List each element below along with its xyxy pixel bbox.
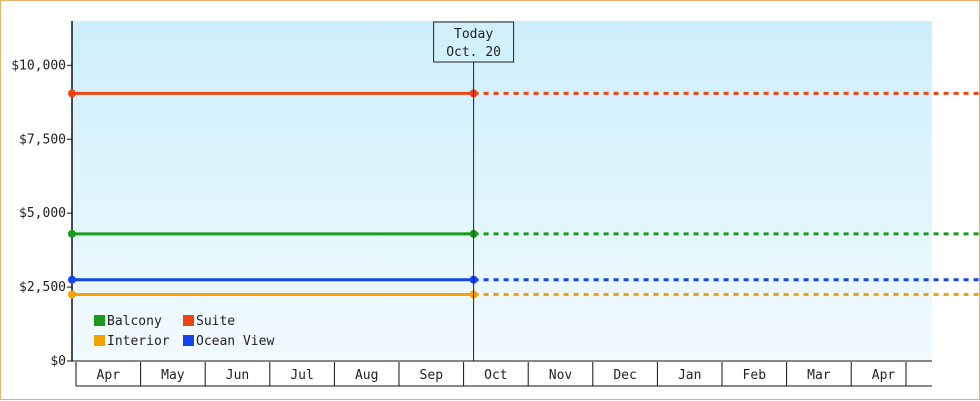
month-label-6: Oct bbox=[484, 368, 507, 383]
legend-swatch-interior bbox=[94, 335, 105, 346]
y-tick-label-2: $5,000 bbox=[19, 206, 66, 221]
month-label-12: Apr bbox=[872, 368, 896, 383]
series-point-start-suite bbox=[68, 89, 76, 98]
legend-label-suite: Suite bbox=[196, 314, 235, 329]
month-label-2: Jun bbox=[226, 368, 249, 383]
series-point-start-ocean-view bbox=[68, 275, 76, 284]
legend-swatch-suite bbox=[183, 315, 194, 326]
legend-label-interior: Interior bbox=[107, 334, 170, 349]
month-label-9: Jan bbox=[678, 368, 701, 383]
plot-area bbox=[72, 21, 932, 361]
y-tick-label-4: $10,000 bbox=[11, 58, 66, 73]
month-label-3: Jul bbox=[290, 368, 313, 383]
today-label: Today bbox=[454, 27, 493, 42]
month-label-0: Apr bbox=[97, 368, 121, 383]
legend-label-ocean-view: Ocean View bbox=[196, 334, 274, 349]
today-date: Oct. 20 bbox=[446, 45, 501, 60]
month-label-10: Feb bbox=[743, 368, 767, 383]
month-label-11: Mar bbox=[807, 368, 831, 383]
month-label-7: Nov bbox=[549, 368, 573, 383]
legend-label-balcony: Balcony bbox=[107, 314, 162, 329]
month-label-4: Aug bbox=[355, 368, 378, 383]
legend-swatch-balcony bbox=[94, 315, 105, 326]
y-tick-label-3: $7,500 bbox=[19, 132, 66, 147]
month-label-1: May bbox=[161, 368, 185, 383]
legend-swatch-ocean-view bbox=[183, 335, 194, 346]
series-point-start-balcony bbox=[68, 229, 76, 238]
month-label-8: Dec bbox=[613, 368, 636, 383]
today-box bbox=[433, 21, 515, 63]
month-label-5: Sep bbox=[420, 368, 444, 383]
y-tick-label-1: $2,500 bbox=[19, 280, 66, 295]
y-tick-label-0: $0 bbox=[50, 354, 66, 369]
series-point-start-interior bbox=[68, 290, 76, 299]
